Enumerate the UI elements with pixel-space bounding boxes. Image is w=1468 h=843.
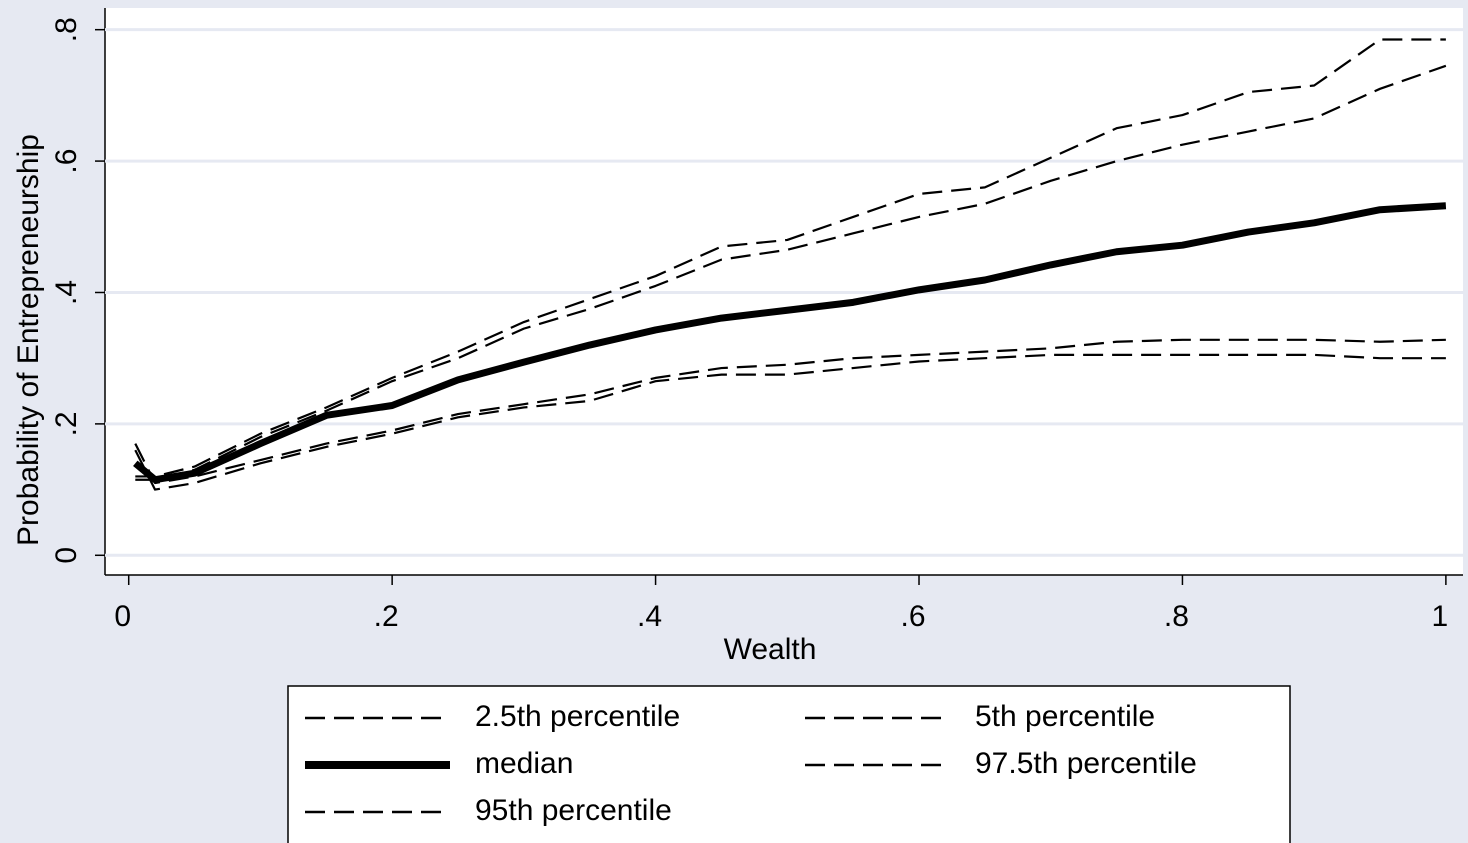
- y-tick-label: .4: [50, 280, 83, 305]
- x-tick-label: .2: [374, 600, 399, 633]
- x-tick-label: 1: [1432, 600, 1449, 633]
- series-line: [135, 64, 1447, 481]
- legend-label: 95th percentile: [475, 794, 672, 827]
- x-tick-label: .6: [900, 600, 925, 633]
- legend: [287, 685, 1291, 843]
- x-tick-label: .8: [1164, 600, 1189, 633]
- series-line: [133, 202, 1447, 484]
- legend-label: 97.5th percentile: [975, 747, 1197, 780]
- x-tick-label: 0: [114, 600, 131, 633]
- y-axis-label: Probability of Entrepreneurship: [12, 134, 45, 546]
- y-tick-label: 0: [50, 547, 83, 564]
- y-tick-label: .6: [50, 149, 83, 174]
- legend-label: 2.5th percentile: [475, 700, 680, 733]
- series-line: [134, 338, 1446, 485]
- series-line: [134, 353, 1446, 491]
- legend-label: median: [475, 747, 573, 780]
- x-tick-label: .4: [637, 600, 662, 633]
- y-tick-label: .2: [50, 411, 83, 436]
- x-axis-label: Wealth: [724, 633, 817, 666]
- legend-label: 5th percentile: [975, 700, 1155, 733]
- y-tick-label: .8: [50, 17, 83, 42]
- series-line: [135, 38, 1446, 478]
